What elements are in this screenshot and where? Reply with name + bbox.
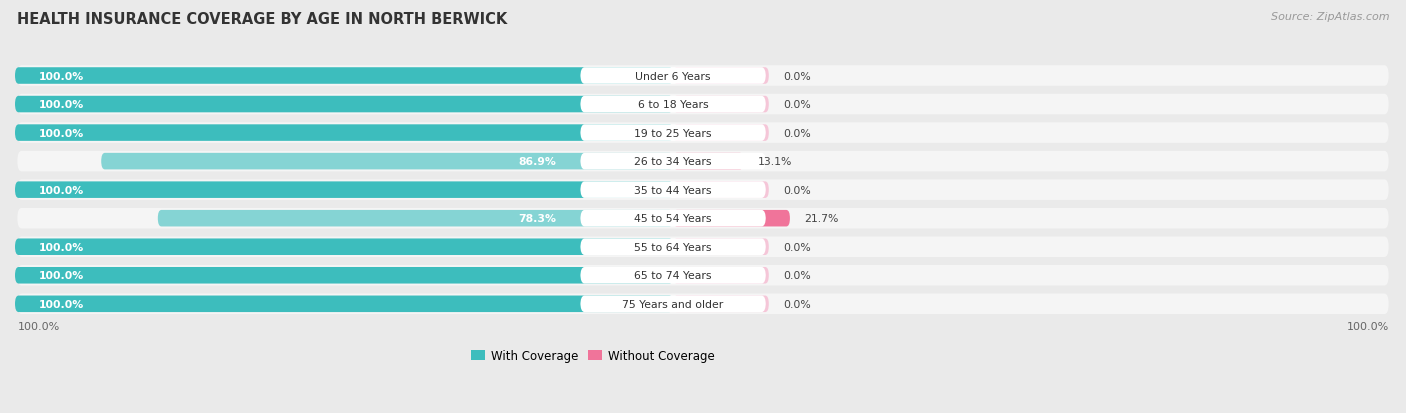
FancyBboxPatch shape <box>15 267 673 284</box>
FancyBboxPatch shape <box>17 294 1389 314</box>
FancyBboxPatch shape <box>15 296 673 312</box>
Text: 6 to 18 Years: 6 to 18 Years <box>638 100 709 110</box>
FancyBboxPatch shape <box>15 182 673 199</box>
Legend: With Coverage, Without Coverage: With Coverage, Without Coverage <box>467 344 720 367</box>
FancyBboxPatch shape <box>17 237 1389 257</box>
Text: 100.0%: 100.0% <box>39 271 84 280</box>
FancyBboxPatch shape <box>673 154 744 170</box>
Text: 13.1%: 13.1% <box>758 157 793 167</box>
Text: 19 to 25 Years: 19 to 25 Years <box>634 128 711 138</box>
Text: 75 Years and older: 75 Years and older <box>623 299 724 309</box>
Text: 0.0%: 0.0% <box>783 71 811 81</box>
Text: 45 to 54 Years: 45 to 54 Years <box>634 214 711 224</box>
FancyBboxPatch shape <box>673 68 769 85</box>
Text: Source: ZipAtlas.com: Source: ZipAtlas.com <box>1271 12 1389 22</box>
Text: 0.0%: 0.0% <box>783 185 811 195</box>
Text: 100.0%: 100.0% <box>39 185 84 195</box>
FancyBboxPatch shape <box>17 95 1389 115</box>
Text: 78.3%: 78.3% <box>519 214 557 224</box>
Text: 100.0%: 100.0% <box>17 321 59 331</box>
FancyBboxPatch shape <box>581 296 766 312</box>
FancyBboxPatch shape <box>101 154 673 170</box>
FancyBboxPatch shape <box>17 123 1389 143</box>
FancyBboxPatch shape <box>15 97 673 113</box>
Text: 0.0%: 0.0% <box>783 100 811 110</box>
Text: 86.9%: 86.9% <box>519 157 557 167</box>
FancyBboxPatch shape <box>15 68 673 85</box>
FancyBboxPatch shape <box>17 209 1389 229</box>
FancyBboxPatch shape <box>673 267 769 284</box>
FancyBboxPatch shape <box>581 239 766 255</box>
FancyBboxPatch shape <box>673 182 769 199</box>
Text: 26 to 34 Years: 26 to 34 Years <box>634 157 711 167</box>
FancyBboxPatch shape <box>673 210 790 227</box>
FancyBboxPatch shape <box>15 239 673 255</box>
Text: 65 to 74 Years: 65 to 74 Years <box>634 271 711 280</box>
FancyBboxPatch shape <box>17 152 1389 172</box>
Text: 0.0%: 0.0% <box>783 128 811 138</box>
FancyBboxPatch shape <box>581 210 766 227</box>
Text: 21.7%: 21.7% <box>804 214 838 224</box>
FancyBboxPatch shape <box>581 154 766 170</box>
FancyBboxPatch shape <box>581 68 766 85</box>
FancyBboxPatch shape <box>17 265 1389 286</box>
FancyBboxPatch shape <box>673 125 769 142</box>
FancyBboxPatch shape <box>581 125 766 142</box>
Text: 0.0%: 0.0% <box>783 271 811 280</box>
Text: 35 to 44 Years: 35 to 44 Years <box>634 185 711 195</box>
FancyBboxPatch shape <box>17 66 1389 87</box>
Text: 100.0%: 100.0% <box>39 128 84 138</box>
FancyBboxPatch shape <box>15 125 673 142</box>
Text: 55 to 64 Years: 55 to 64 Years <box>634 242 711 252</box>
Text: 100.0%: 100.0% <box>39 299 84 309</box>
Text: HEALTH INSURANCE COVERAGE BY AGE IN NORTH BERWICK: HEALTH INSURANCE COVERAGE BY AGE IN NORT… <box>17 12 508 27</box>
Text: 100.0%: 100.0% <box>39 100 84 110</box>
FancyBboxPatch shape <box>673 296 769 312</box>
Text: 0.0%: 0.0% <box>783 242 811 252</box>
FancyBboxPatch shape <box>157 210 673 227</box>
Text: 100.0%: 100.0% <box>1347 321 1389 331</box>
FancyBboxPatch shape <box>673 239 769 255</box>
Text: 100.0%: 100.0% <box>39 71 84 81</box>
FancyBboxPatch shape <box>673 97 769 113</box>
FancyBboxPatch shape <box>17 180 1389 200</box>
Text: 100.0%: 100.0% <box>39 242 84 252</box>
Text: 0.0%: 0.0% <box>783 299 811 309</box>
FancyBboxPatch shape <box>581 267 766 284</box>
FancyBboxPatch shape <box>581 182 766 199</box>
FancyBboxPatch shape <box>581 97 766 113</box>
Text: Under 6 Years: Under 6 Years <box>636 71 711 81</box>
